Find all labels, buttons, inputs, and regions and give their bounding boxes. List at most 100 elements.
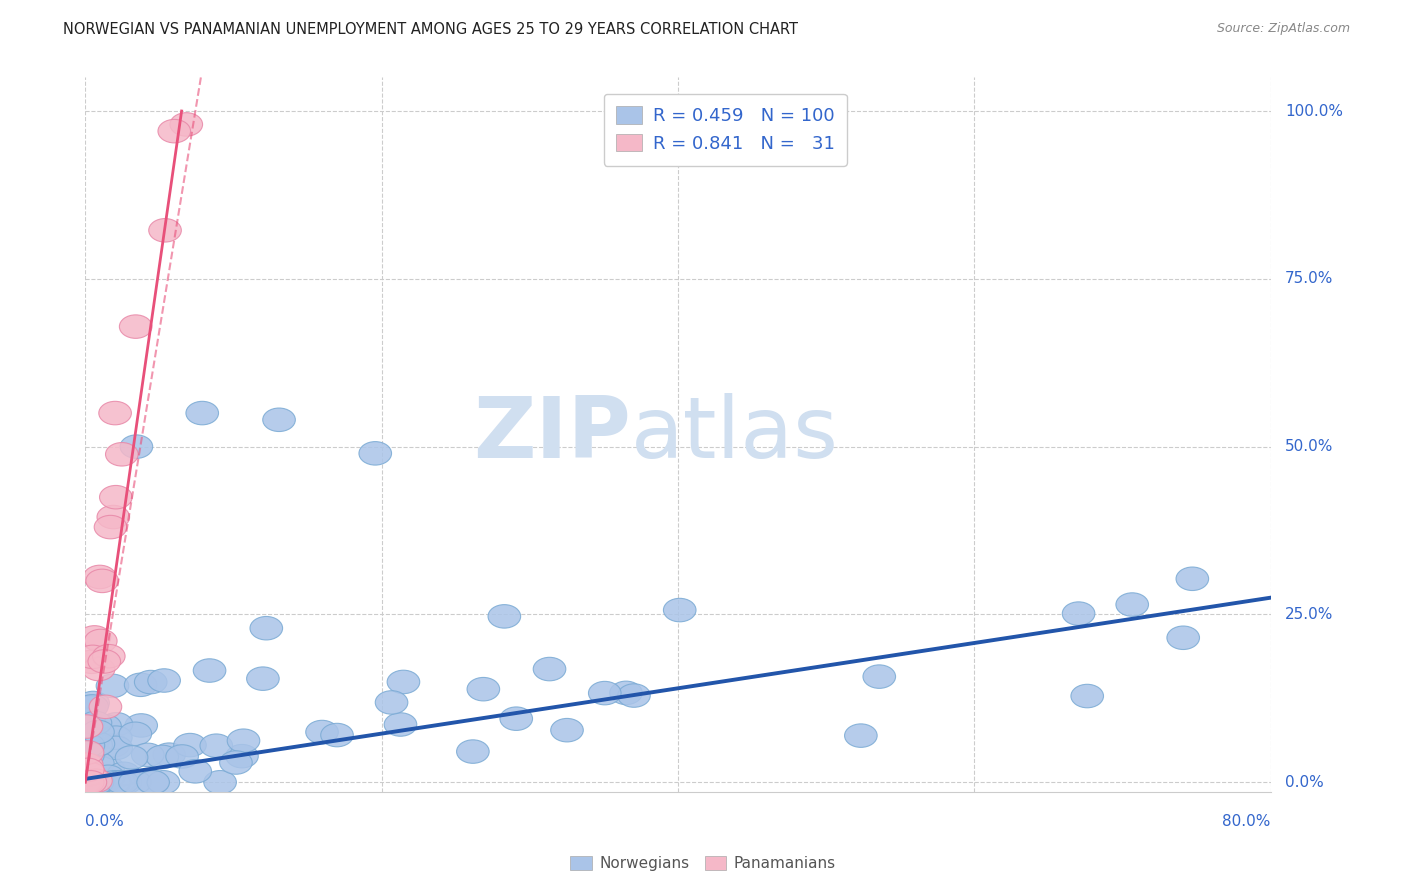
Ellipse shape — [305, 721, 339, 744]
Ellipse shape — [89, 649, 121, 673]
Ellipse shape — [115, 746, 148, 769]
Ellipse shape — [467, 677, 499, 701]
Ellipse shape — [75, 771, 107, 794]
Ellipse shape — [93, 644, 125, 668]
Ellipse shape — [263, 408, 295, 432]
Ellipse shape — [170, 112, 202, 136]
Ellipse shape — [228, 729, 260, 753]
Ellipse shape — [80, 733, 112, 757]
Ellipse shape — [488, 605, 520, 628]
Ellipse shape — [153, 743, 186, 766]
Ellipse shape — [87, 771, 120, 794]
Ellipse shape — [69, 771, 101, 794]
Text: Source: ZipAtlas.com: Source: ZipAtlas.com — [1216, 22, 1350, 36]
Ellipse shape — [107, 762, 141, 786]
Ellipse shape — [1071, 684, 1104, 707]
Text: 25.0%: 25.0% — [1285, 607, 1333, 622]
Ellipse shape — [1063, 602, 1095, 625]
Ellipse shape — [204, 771, 236, 794]
Ellipse shape — [148, 771, 180, 794]
Ellipse shape — [179, 760, 211, 783]
Ellipse shape — [82, 720, 114, 744]
Ellipse shape — [77, 771, 110, 794]
Ellipse shape — [82, 771, 114, 794]
Ellipse shape — [1175, 567, 1209, 591]
Ellipse shape — [96, 674, 129, 698]
Ellipse shape — [75, 764, 108, 789]
Ellipse shape — [76, 771, 108, 794]
Ellipse shape — [98, 401, 131, 425]
Ellipse shape — [105, 771, 139, 794]
Ellipse shape — [100, 736, 132, 760]
Ellipse shape — [174, 733, 207, 756]
Ellipse shape — [103, 771, 135, 794]
Ellipse shape — [149, 219, 181, 242]
Ellipse shape — [98, 771, 131, 794]
Text: 75.0%: 75.0% — [1285, 271, 1333, 286]
Ellipse shape — [97, 505, 129, 529]
Ellipse shape — [135, 670, 167, 694]
Ellipse shape — [91, 756, 125, 780]
Ellipse shape — [72, 758, 104, 781]
Ellipse shape — [73, 762, 105, 786]
Ellipse shape — [1116, 593, 1149, 616]
Ellipse shape — [375, 690, 408, 714]
Ellipse shape — [73, 771, 105, 794]
Ellipse shape — [82, 771, 114, 794]
Ellipse shape — [80, 771, 112, 794]
Ellipse shape — [84, 629, 117, 653]
Legend: R = 0.459   N = 100, R = 0.841   N =   31: R = 0.459 N = 100, R = 0.841 N = 31 — [603, 94, 846, 166]
Ellipse shape — [89, 695, 122, 719]
Ellipse shape — [186, 401, 218, 425]
Ellipse shape — [100, 726, 132, 749]
Ellipse shape — [70, 714, 103, 739]
Ellipse shape — [226, 745, 259, 768]
Text: 0.0%: 0.0% — [86, 814, 124, 829]
Ellipse shape — [387, 670, 420, 694]
Ellipse shape — [83, 771, 115, 794]
Ellipse shape — [105, 442, 138, 466]
Ellipse shape — [80, 769, 112, 792]
Ellipse shape — [73, 696, 105, 719]
Ellipse shape — [76, 731, 108, 754]
Ellipse shape — [72, 744, 104, 767]
Ellipse shape — [79, 711, 111, 735]
Ellipse shape — [120, 435, 153, 458]
Ellipse shape — [72, 771, 104, 794]
Ellipse shape — [120, 315, 152, 338]
Text: 0.0%: 0.0% — [1285, 775, 1323, 789]
Ellipse shape — [82, 752, 114, 775]
Ellipse shape — [82, 732, 115, 756]
Ellipse shape — [77, 771, 110, 794]
Ellipse shape — [91, 765, 125, 789]
Ellipse shape — [72, 733, 104, 757]
Ellipse shape — [77, 771, 111, 794]
Ellipse shape — [131, 743, 165, 766]
Ellipse shape — [82, 771, 115, 794]
Ellipse shape — [384, 713, 416, 736]
Ellipse shape — [70, 771, 103, 794]
Ellipse shape — [70, 753, 103, 776]
Ellipse shape — [1167, 626, 1199, 649]
Text: 80.0%: 80.0% — [1222, 814, 1271, 829]
Ellipse shape — [72, 740, 104, 764]
Ellipse shape — [100, 713, 132, 736]
Ellipse shape — [79, 625, 111, 649]
Ellipse shape — [148, 669, 180, 692]
Ellipse shape — [72, 771, 104, 794]
Ellipse shape — [246, 667, 280, 690]
Ellipse shape — [70, 771, 103, 794]
Ellipse shape — [79, 771, 111, 794]
Ellipse shape — [100, 485, 132, 509]
Ellipse shape — [77, 770, 110, 793]
Ellipse shape — [118, 771, 152, 794]
Ellipse shape — [501, 707, 533, 731]
Ellipse shape — [845, 724, 877, 747]
Ellipse shape — [83, 657, 115, 681]
Ellipse shape — [110, 771, 142, 794]
Ellipse shape — [70, 771, 103, 794]
Ellipse shape — [86, 569, 118, 592]
Ellipse shape — [157, 120, 191, 143]
Ellipse shape — [533, 657, 565, 681]
Text: 50.0%: 50.0% — [1285, 439, 1333, 454]
